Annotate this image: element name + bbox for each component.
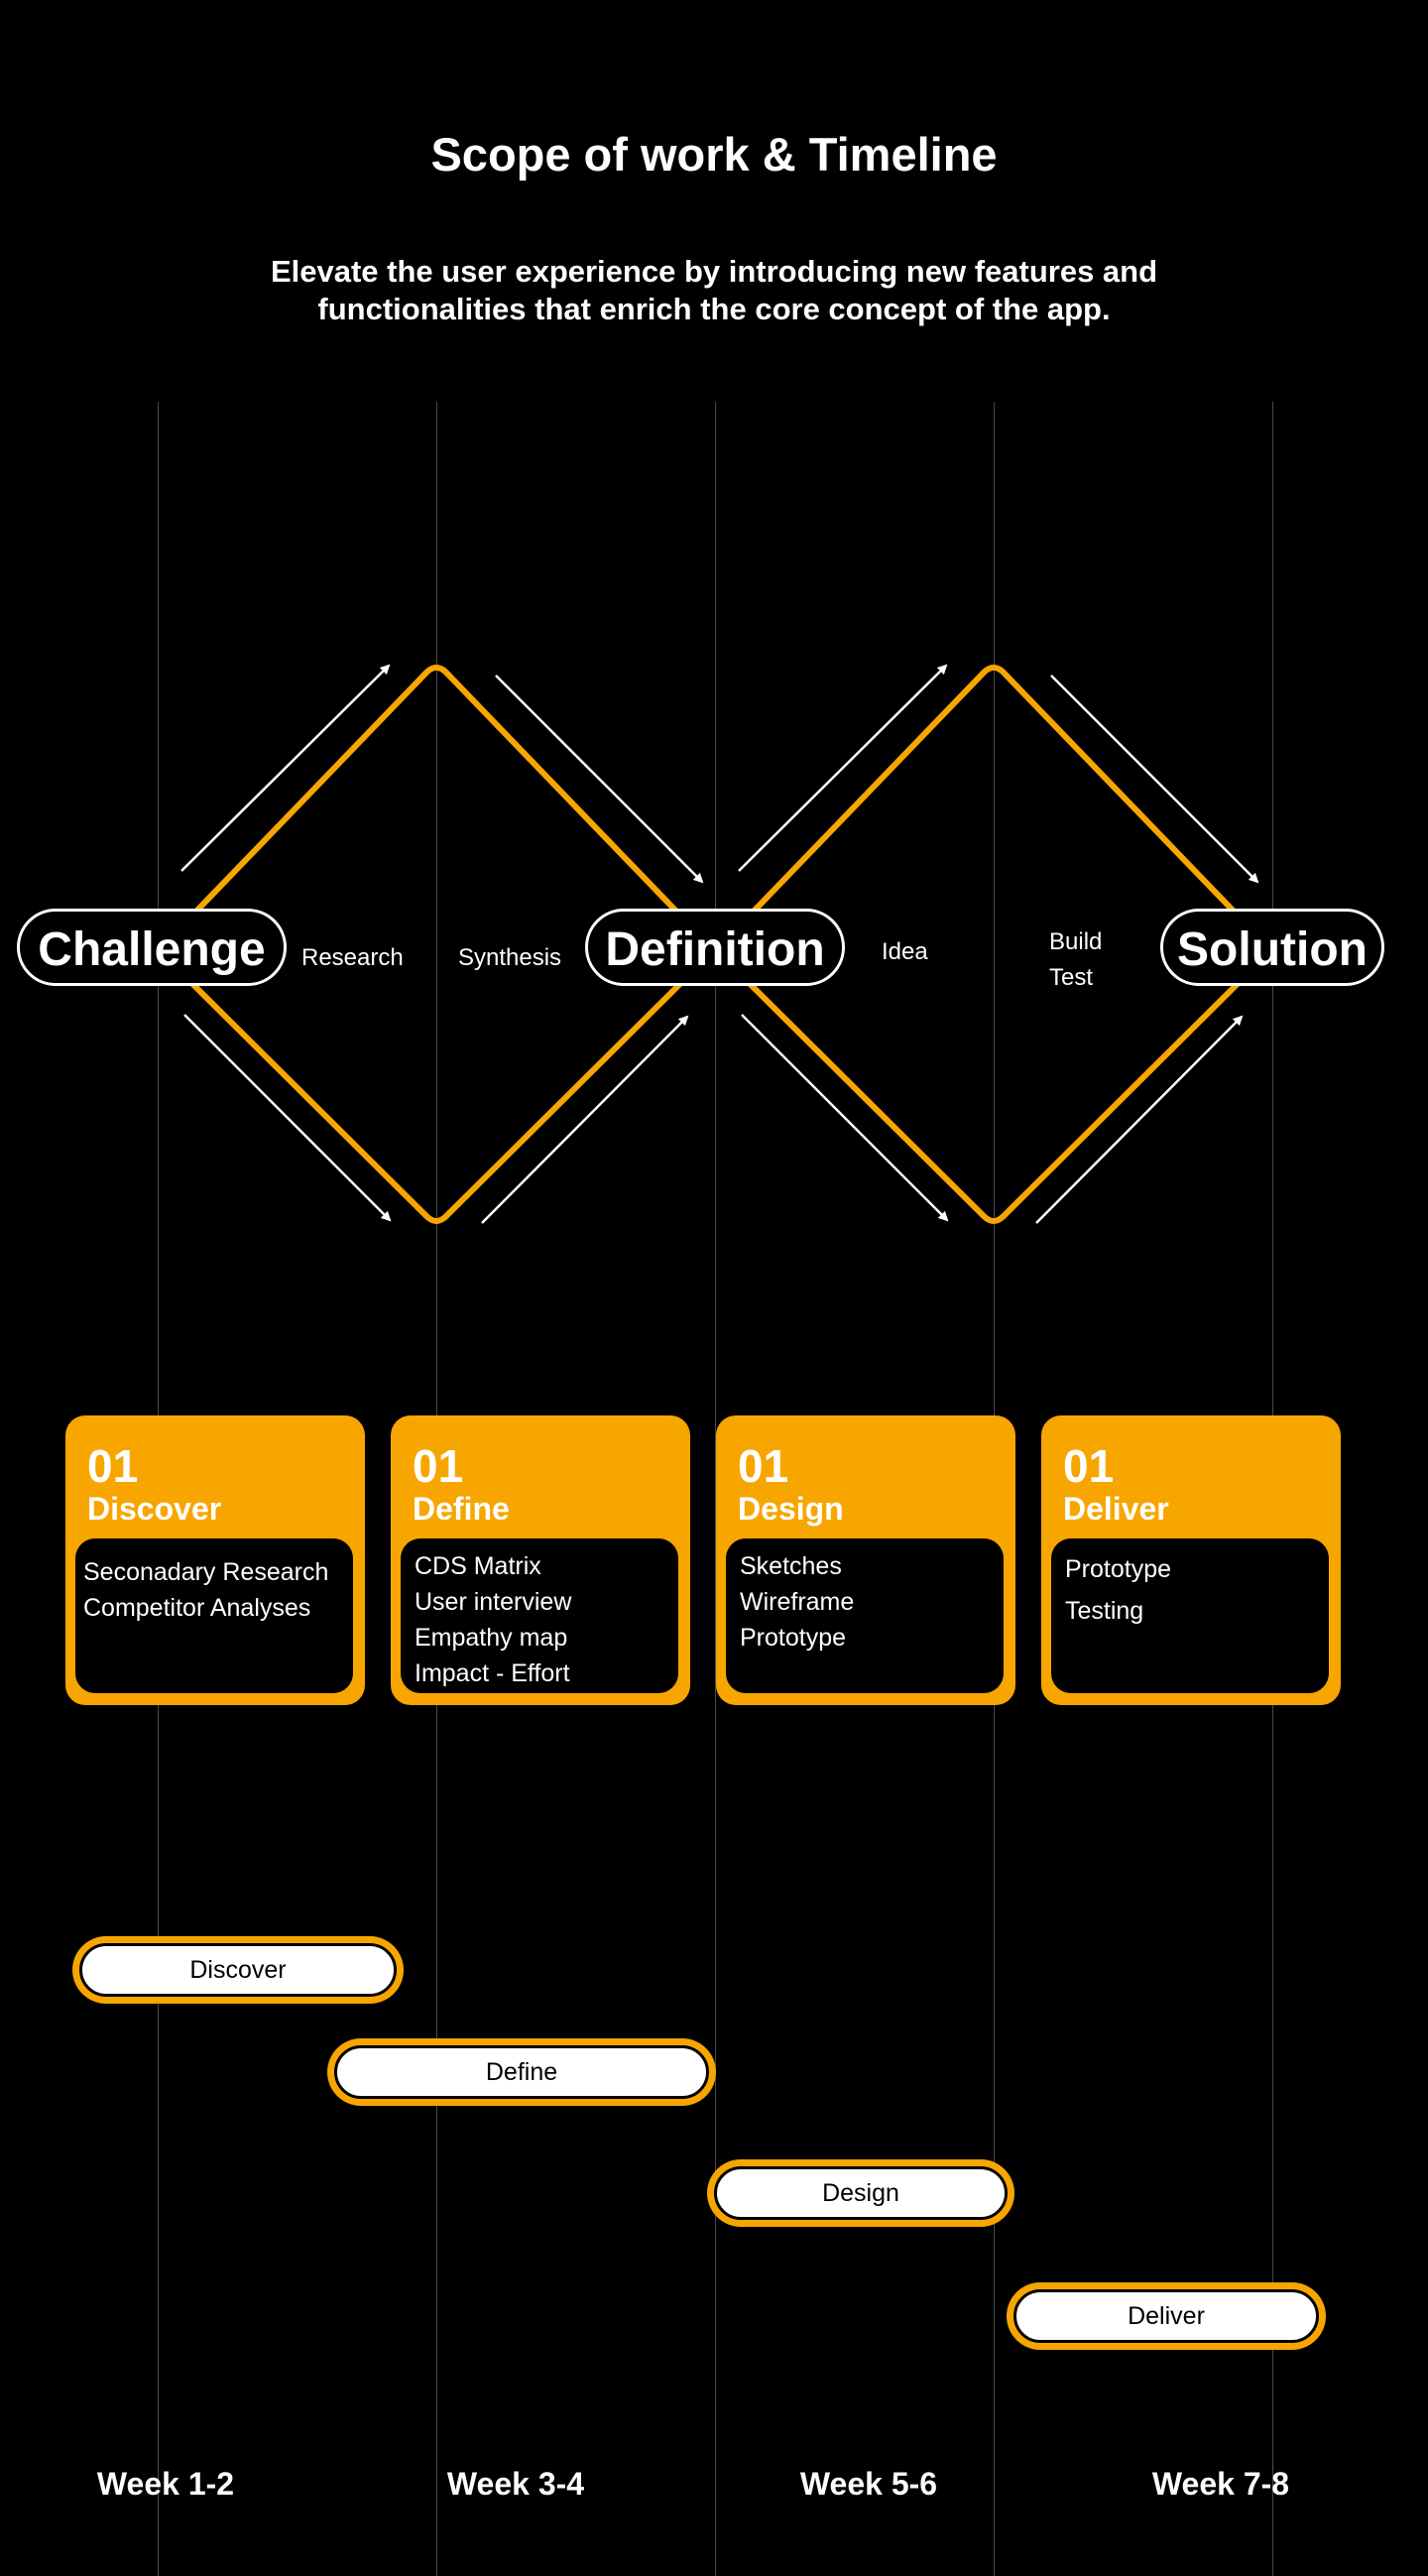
phase-card-design: 01 Design Sketches Wireframe Prototype (716, 1415, 1015, 1705)
label-build: Build (1049, 928, 1103, 955)
subtitle-line-2: functionalities that enrich the core con… (317, 292, 1111, 326)
phase-items-box: Prototype Testing (1051, 1538, 1329, 1693)
arrow-research-down (183, 1014, 392, 1222)
phase-item: Empathy map (415, 1624, 568, 1652)
node-challenge: Challenge (17, 909, 287, 986)
label-research: Research (301, 944, 404, 971)
arrow-build-down (1050, 675, 1259, 884)
phase-number: 01 (413, 1440, 464, 1492)
timeline-bar-discover: Discover (72, 1936, 404, 2004)
phase-number: 01 (1063, 1440, 1115, 1492)
phase-item: Wireframe (740, 1588, 855, 1616)
phase-card-discover: 01 Discover Seconadary Research Competit… (65, 1415, 365, 1705)
week-label: Week 7-8 (1151, 2466, 1290, 2502)
phase-item: CDS Matrix (415, 1552, 541, 1580)
phase-card-deliver: 01 Deliver Prototype Testing (1041, 1415, 1341, 1705)
phase-item: User interview (415, 1588, 572, 1616)
timeline-bar-deliver: Deliver (1007, 2282, 1326, 2350)
phase-name: Design (738, 1491, 844, 1527)
subtitle-line-1: Elevate the user experience by introduci… (270, 254, 1158, 289)
phase-item: Sketches (740, 1552, 842, 1580)
arrow-research-up (180, 664, 391, 872)
phase-name: Define (413, 1491, 510, 1527)
week-label: Week 3-4 (446, 2466, 585, 2502)
label-test: Test (1049, 964, 1094, 991)
phase-item: Prototype (1065, 1555, 1172, 1583)
node-definition: Definition (585, 909, 845, 986)
label-idea: Idea (882, 938, 928, 965)
phase-items-box: CDS Matrix User interview Empathy map Im… (401, 1538, 678, 1693)
phase-items-box: Seconadary Research Competitor Analyses (75, 1538, 353, 1693)
double-diamond-diagram (156, 664, 1274, 1224)
arrow-test-up (1035, 1015, 1244, 1224)
phase-name: Discover (87, 1491, 222, 1527)
week-label: Week 1-2 (96, 2466, 235, 2502)
phase-items-box: Sketches Wireframe Prototype (726, 1538, 1004, 1693)
phase-item: Testing (1065, 1597, 1144, 1625)
phase-item: Seconadary Research (83, 1558, 329, 1586)
timeline-bar-design: Design (707, 2159, 1014, 2227)
node-solution: Solution (1160, 909, 1384, 986)
phase-item: Prototype (740, 1624, 847, 1652)
arrow-synthesis-up (481, 1015, 689, 1224)
timeline-bar-label: Define (334, 2045, 709, 2099)
phase-card-define: 01 Define CDS Matrix User interview Empa… (391, 1415, 690, 1705)
phase-item: Impact - Effort (415, 1659, 570, 1687)
timeline-bar-label: Design (714, 2166, 1008, 2220)
timeline-bar-define: Define (327, 2038, 716, 2106)
phase-item: Competitor Analyses (83, 1594, 311, 1622)
page-subtitle: Elevate the user experience by introduci… (169, 253, 1259, 328)
label-synthesis: Synthesis (458, 944, 562, 971)
phase-name: Deliver (1063, 1491, 1169, 1527)
phase-number: 01 (87, 1440, 139, 1492)
timeline-bar-label: Deliver (1013, 2289, 1319, 2343)
arrow-synthesis-down (495, 675, 704, 884)
timeline-bar-label: Discover (79, 1943, 397, 1997)
arrow-idea-down (741, 1014, 949, 1222)
phase-number: 01 (738, 1440, 789, 1492)
arrow-idea-up (738, 664, 948, 872)
week-label: Week 5-6 (799, 2466, 938, 2502)
page-title: Scope of work & Timeline (430, 128, 998, 181)
grid-line (715, 402, 716, 2576)
